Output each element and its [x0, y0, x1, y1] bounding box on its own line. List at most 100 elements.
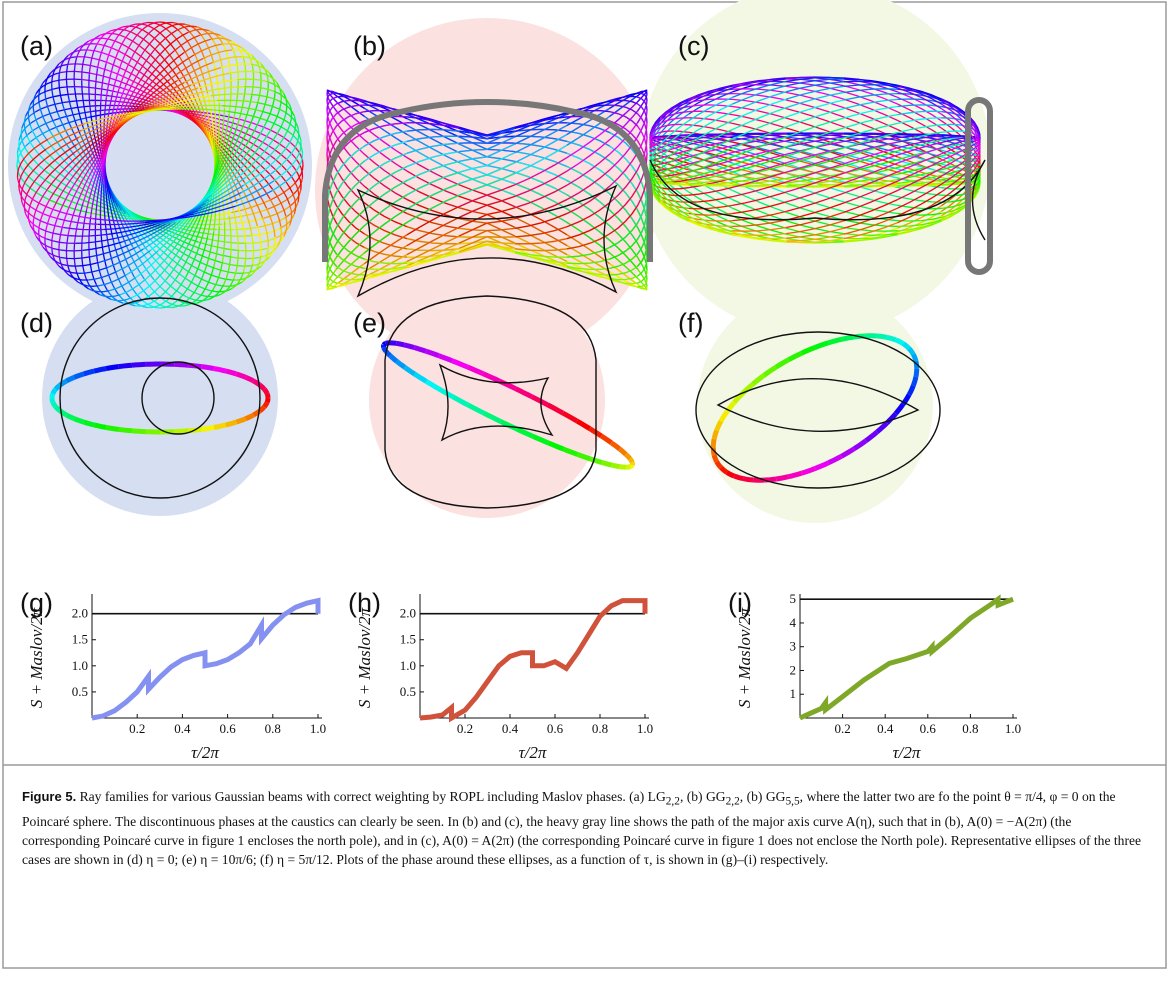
ray — [786, 154, 844, 173]
ray — [843, 180, 898, 204]
ray — [16, 177, 29, 196]
panel-label: (c) — [678, 31, 709, 61]
ray — [482, 371, 501, 384]
ray — [688, 147, 733, 161]
ray — [129, 78, 163, 115]
ray — [336, 187, 365, 220]
ray — [221, 281, 243, 287]
ray — [73, 87, 84, 128]
ray — [609, 239, 638, 270]
ray — [609, 239, 638, 260]
ray — [169, 99, 217, 107]
ray — [786, 172, 844, 193]
ray — [688, 177, 733, 189]
ray — [128, 223, 172, 246]
ray — [786, 156, 844, 173]
ray — [29, 125, 47, 152]
ray — [213, 422, 227, 430]
ray — [843, 77, 898, 89]
ray — [326, 92, 337, 101]
ray — [609, 252, 638, 279]
ray-families — [16, 21, 981, 483]
ray — [164, 300, 185, 307]
ray — [688, 110, 733, 116]
ray — [52, 247, 83, 252]
ray — [609, 278, 638, 285]
ray — [148, 84, 192, 107]
ray — [364, 265, 408, 280]
ray — [364, 130, 408, 147]
ray — [150, 218, 186, 251]
ray — [51, 83, 59, 113]
ray — [566, 233, 610, 250]
ray — [32, 215, 37, 237]
ray — [547, 440, 565, 452]
ray — [843, 199, 898, 222]
panel-label: (d) — [20, 308, 53, 338]
ray — [688, 162, 733, 175]
ray — [714, 419, 724, 432]
ray — [609, 131, 638, 158]
ray — [364, 218, 408, 240]
ray — [732, 88, 787, 94]
ray — [218, 174, 226, 222]
ray — [364, 265, 408, 271]
ray — [566, 140, 610, 162]
ray — [566, 194, 611, 227]
ray — [659, 187, 689, 190]
ray — [363, 165, 408, 195]
ray — [189, 270, 206, 298]
caption-sub: 5,5 — [785, 795, 800, 808]
ray — [636, 242, 648, 270]
ray — [688, 156, 733, 174]
ray — [166, 276, 187, 301]
ray — [44, 72, 52, 93]
ray — [108, 276, 137, 292]
ray — [786, 202, 844, 221]
ray — [118, 426, 133, 434]
ray — [245, 140, 274, 171]
ray — [185, 240, 202, 278]
ray — [843, 162, 898, 184]
ray — [154, 87, 199, 107]
ray — [843, 122, 898, 139]
ray — [85, 34, 100, 52]
ray — [786, 172, 844, 184]
ray — [218, 120, 235, 166]
ray — [69, 261, 99, 267]
ray — [39, 228, 70, 237]
ray — [204, 231, 215, 272]
ray — [897, 191, 942, 217]
ray — [326, 100, 338, 124]
ray — [913, 368, 920, 378]
ray — [210, 37, 232, 42]
ray — [336, 225, 365, 258]
ray — [228, 215, 232, 256]
y-axis-label: S + Maslov/2π — [355, 607, 374, 708]
ray — [231, 271, 245, 290]
ray — [897, 186, 942, 196]
ray — [241, 188, 259, 227]
ray — [843, 189, 898, 214]
ray — [18, 169, 25, 190]
ray — [84, 112, 131, 125]
ray — [117, 293, 136, 307]
ray — [250, 63, 270, 74]
ray — [336, 95, 365, 117]
ray — [458, 227, 515, 244]
ray — [814, 460, 830, 471]
ray — [326, 103, 338, 123]
ray — [193, 198, 210, 244]
ray — [364, 126, 408, 159]
ray — [364, 266, 408, 276]
ray — [273, 90, 291, 105]
ray — [96, 39, 108, 69]
x-tick-label: 0.8 — [592, 721, 608, 736]
ray — [751, 373, 766, 386]
ray — [118, 52, 135, 90]
ray — [131, 361, 147, 368]
ray — [336, 95, 365, 102]
ray — [295, 169, 302, 190]
y-tick-label: 1.0 — [72, 658, 88, 673]
ray — [200, 364, 215, 372]
